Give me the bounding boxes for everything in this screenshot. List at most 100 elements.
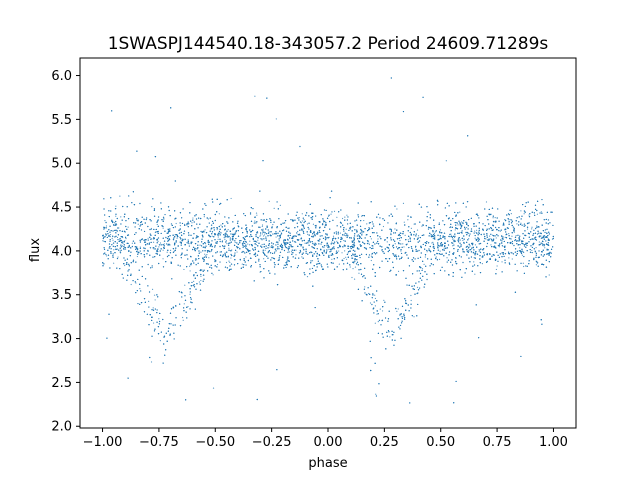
data-point [377, 321, 379, 323]
data-point [147, 237, 149, 239]
data-point [221, 240, 224, 242]
data-point [375, 393, 377, 395]
data-point [449, 236, 451, 238]
data-point [230, 197, 232, 200]
data-point [118, 227, 120, 229]
data-point [439, 244, 442, 246]
data-point [432, 238, 434, 240]
data-point [114, 248, 117, 250]
data-point [376, 313, 378, 315]
data-point [508, 219, 510, 221]
data-point [200, 279, 202, 282]
data-point [386, 258, 388, 260]
data-point [332, 235, 335, 237]
data-point [225, 261, 228, 264]
data-point [501, 237, 503, 239]
data-point [531, 226, 533, 228]
data-point [333, 210, 336, 213]
data-point [414, 246, 417, 249]
data-point [489, 235, 491, 237]
data-point [363, 219, 365, 222]
data-point [182, 319, 184, 321]
data-point [474, 244, 477, 246]
data-point [188, 243, 190, 245]
data-point [198, 281, 200, 283]
data-point [264, 234, 266, 236]
data-point [186, 242, 188, 244]
data-point [338, 250, 340, 252]
data-point [410, 294, 412, 297]
data-point [374, 305, 376, 307]
data-points [102, 77, 554, 404]
data-point [341, 252, 343, 254]
data-point [454, 236, 456, 239]
data-point [390, 232, 392, 234]
data-point [508, 257, 510, 259]
data-point [452, 245, 454, 247]
data-point [351, 276, 353, 279]
data-point [184, 223, 186, 225]
data-point [151, 206, 153, 208]
data-point [288, 227, 290, 229]
data-point [417, 235, 420, 237]
data-point [115, 205, 117, 207]
data-point [219, 251, 221, 253]
data-point [106, 255, 108, 257]
data-point [122, 240, 124, 243]
data-point [410, 299, 412, 302]
data-point [416, 229, 419, 231]
data-point [159, 242, 162, 244]
data-point [357, 234, 359, 236]
data-point [189, 270, 191, 272]
data-point [407, 219, 409, 221]
data-point [254, 95, 256, 97]
data-point [217, 238, 219, 240]
data-point [173, 250, 176, 252]
data-point [274, 251, 276, 253]
data-point [322, 219, 325, 221]
data-point [344, 216, 346, 218]
data-point [228, 260, 230, 262]
data-point [102, 240, 104, 242]
data-point [153, 248, 155, 250]
data-point [530, 238, 532, 240]
data-point [396, 208, 398, 210]
data-point [522, 262, 524, 264]
data-point [445, 160, 447, 162]
data-point [232, 229, 234, 231]
data-point [402, 202, 405, 204]
data-point [541, 244, 544, 247]
data-point [495, 268, 498, 271]
data-point [520, 222, 522, 224]
data-point [328, 248, 330, 250]
data-point [105, 225, 108, 227]
data-point [261, 233, 264, 235]
data-point [339, 232, 341, 234]
data-point [431, 242, 433, 244]
data-point [410, 227, 412, 229]
data-point [386, 241, 388, 243]
data-point [502, 236, 504, 238]
data-point [260, 238, 262, 240]
data-point [153, 294, 156, 296]
data-point [521, 254, 524, 256]
data-point [389, 336, 391, 338]
data-point [347, 252, 349, 254]
data-point [306, 223, 309, 225]
data-point [124, 239, 126, 242]
data-point [295, 249, 297, 251]
data-point [249, 240, 251, 242]
data-point [439, 229, 441, 231]
data-point [182, 316, 184, 319]
data-point [526, 228, 529, 230]
data-point [531, 249, 533, 252]
data-point [312, 223, 315, 225]
data-point [370, 259, 372, 262]
data-point [421, 225, 423, 227]
data-point [496, 265, 498, 267]
data-point [212, 387, 215, 389]
data-point [508, 233, 510, 235]
data-point [326, 251, 328, 253]
data-point [374, 322, 376, 324]
